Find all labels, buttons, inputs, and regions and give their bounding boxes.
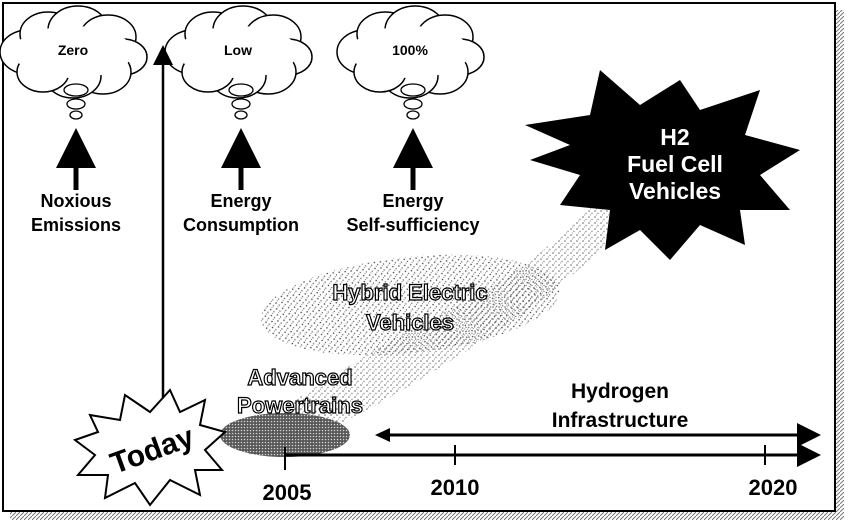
thought-bubble <box>234 110 248 120</box>
goal-target: Low <box>224 42 252 58</box>
thought-bubble <box>69 110 83 120</box>
thought-bubble <box>231 98 251 110</box>
infrastructure-label: Hydrogen <box>571 380 669 403</box>
stage-label: Advanced <box>247 365 352 390</box>
stage-label: Vehicles <box>366 310 454 335</box>
goal-target: 100% <box>392 42 428 58</box>
progress-band <box>220 180 640 457</box>
goal-label: Emissions <box>31 215 121 235</box>
thought-bubble <box>403 98 423 110</box>
destination-label: Fuel Cell <box>627 151 723 177</box>
goal-label: Self-sufficiency <box>346 215 479 235</box>
stage-label: Hybrid Electric <box>332 280 487 305</box>
goal-label: Energy <box>210 191 271 211</box>
thought-bubble <box>66 98 86 110</box>
cloud: Zero <box>0 5 148 190</box>
thought-bubble <box>228 83 254 97</box>
cloud-body <box>178 26 298 78</box>
year: 2020 <box>749 475 798 500</box>
goal-label: Noxious <box>40 191 111 211</box>
year: 2010 <box>431 475 480 500</box>
infrastructure-label: Infrastructure <box>552 409 689 432</box>
goal-label: Energy <box>382 191 443 211</box>
destination-label: H2 <box>660 124 689 150</box>
cloud-body <box>350 26 470 78</box>
arrow-head <box>375 428 390 442</box>
cloud-body <box>13 26 133 78</box>
year: 2005 <box>263 480 312 505</box>
destination-burst <box>525 70 800 260</box>
stage-label: Powertrains <box>237 393 363 418</box>
today-burst <box>72 388 228 507</box>
destination-label: Vehicles <box>629 178 721 204</box>
cloud: Low <box>164 5 313 190</box>
thought-bubble <box>63 83 89 97</box>
thought-bubble <box>406 110 420 120</box>
goal-target: Zero <box>58 42 88 58</box>
cloud: 100% <box>336 5 485 190</box>
goal-label: Consumption <box>183 215 299 235</box>
thought-bubble <box>400 83 426 97</box>
